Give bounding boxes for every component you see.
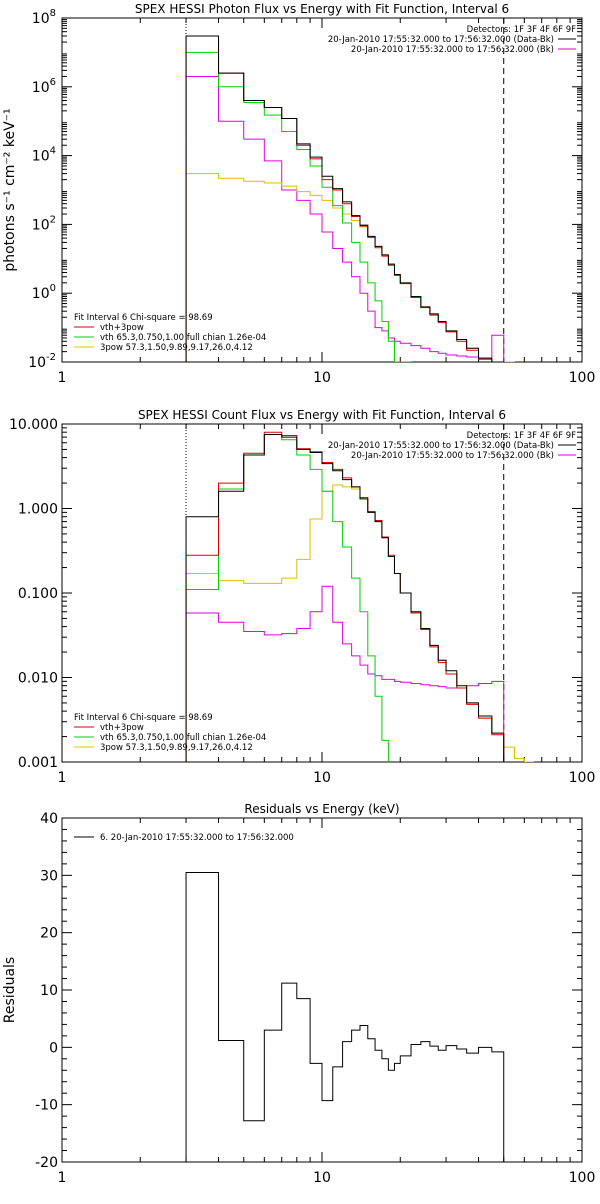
y-tick-label: 20 <box>40 926 58 942</box>
series-line <box>185 431 505 762</box>
y-tick-label: 0 <box>49 1040 58 1056</box>
series-line <box>185 75 505 362</box>
y-tick-base: 10 <box>32 286 50 302</box>
series-line <box>185 35 505 362</box>
data-layer <box>185 35 515 362</box>
legend-entry-label: vth+3pow <box>100 723 144 733</box>
y-tick-label: 104 <box>32 146 56 165</box>
legend-header: Fit Interval 6 Chi-square = 98.69 <box>74 313 213 323</box>
series-line <box>185 51 412 362</box>
y-tick-exponent: 4 <box>50 146 56 157</box>
panel-2: SPEX HESSI Count Flux vs Energy with Fit… <box>9 408 595 786</box>
legend-header: Detectors: 1F 3F 4F 6F 9F <box>467 25 576 35</box>
legend-entry-label: 3pow 57.3,1.50,9.89,9.17,26.0,4.12 <box>100 743 253 753</box>
legend-entry-label: 20-Jan-2010 17:55:32.000 to 17:56:32.000… <box>351 45 554 55</box>
legend-entry-label: 20-Jan-2010 17:55:32.000 to 17:56:32.000… <box>328 441 554 451</box>
y-tick-label: -10 <box>35 1098 58 1114</box>
chart-title: SPEX HESSI Count Flux vs Energy with Fit… <box>138 408 506 422</box>
y-tick-label: 10-2 <box>28 352 56 371</box>
panel-1: SPEX HESSI Photon Flux vs Energy with Fi… <box>2 2 595 386</box>
legend-entry-label: 6. 20-Jan-2010 17:55:32.000 to 17:56:32.… <box>100 833 294 843</box>
y-tick-exponent: 2 <box>50 214 56 225</box>
data-layer <box>185 431 534 762</box>
legend-entry-label: 20-Jan-2010 17:55:32.000 to 17:56:32.000… <box>328 35 554 45</box>
series-line <box>185 434 505 762</box>
x-tick-label: 100 <box>569 770 596 786</box>
legend-entry-label: 20-Jan-2010 17:55:32.000 to 17:56:32.000… <box>351 451 554 461</box>
x-tick-label: 100 <box>569 370 596 386</box>
legend-entry-label: vth 65.3,0.750,1.00 full chian 1.26e-04 <box>100 733 266 743</box>
y-tick-base: 10 <box>32 11 50 27</box>
y-tick-label: 108 <box>32 8 56 27</box>
y-tick-label: 0.001 <box>18 755 58 771</box>
legend-header: Detectors: 1F 3F 4F 6F 9F <box>467 431 576 441</box>
x-tick-label: 100 <box>569 1170 596 1186</box>
y-tick-base: 10 <box>28 355 46 371</box>
y-tick-label: 102 <box>32 214 56 233</box>
legend-entry-label: vth+3pow <box>100 323 144 333</box>
x-tick-label: 10 <box>313 1170 331 1186</box>
series-line <box>185 871 505 1162</box>
legend-entry-label: 3pow 57.3,1.50,9.89,9.17,26.0,4.12 <box>100 343 253 353</box>
y-tick-base: 10 <box>32 217 50 233</box>
chart-title: Residuals vs Energy (keV) <box>244 802 399 816</box>
y-tick-base: 10 <box>32 80 50 96</box>
y-tick-exponent: 0 <box>50 283 56 294</box>
panel-3: Residuals vs Energy (keV) 1 10 100 -20 -10 0 10… <box>2 802 595 1186</box>
y-tick-label: 10.000 <box>9 417 58 433</box>
legend-entry-label: vth 65.3,0.750,1.00 full chian 1.26e-04 <box>100 333 266 343</box>
y-axis-label: Residuals <box>2 957 18 1023</box>
x-tick-label: 1 <box>58 770 67 786</box>
y-tick-label: 40 <box>40 811 58 827</box>
series-line <box>185 35 505 362</box>
chart-title: SPEX HESSI Photon Flux vs Energy with Fi… <box>135 2 509 16</box>
y-tick-label: 30 <box>40 868 58 884</box>
y-tick-label: 0.100 <box>18 586 58 602</box>
y-tick-exponent: 8 <box>50 8 56 19</box>
y-tick-label: -20 <box>35 1155 58 1171</box>
y-axis-label: photons s⁻¹ cm⁻² keV⁻¹ <box>2 108 18 271</box>
y-tick-label: 1.000 <box>18 502 58 518</box>
x-tick-label: 1 <box>58 370 67 386</box>
y-tick-exponent: -2 <box>46 352 56 363</box>
x-tick-label: 10 <box>313 370 331 386</box>
legend-header: Fit Interval 6 Chi-square = 98.69 <box>74 713 213 723</box>
series-line <box>185 484 534 762</box>
y-tick-label: 10 <box>40 983 58 999</box>
y-tick-label: 0.010 <box>18 671 58 687</box>
y-tick-label: 106 <box>32 77 56 96</box>
y-tick-base: 10 <box>32 149 50 165</box>
series-line <box>185 434 389 762</box>
x-tick-label: 1 <box>58 1170 67 1186</box>
y-tick-label: 100 <box>32 283 56 302</box>
x-tick-label: 10 <box>313 770 331 786</box>
data-layer <box>185 871 505 1162</box>
y-tick-exponent: 6 <box>50 77 56 88</box>
